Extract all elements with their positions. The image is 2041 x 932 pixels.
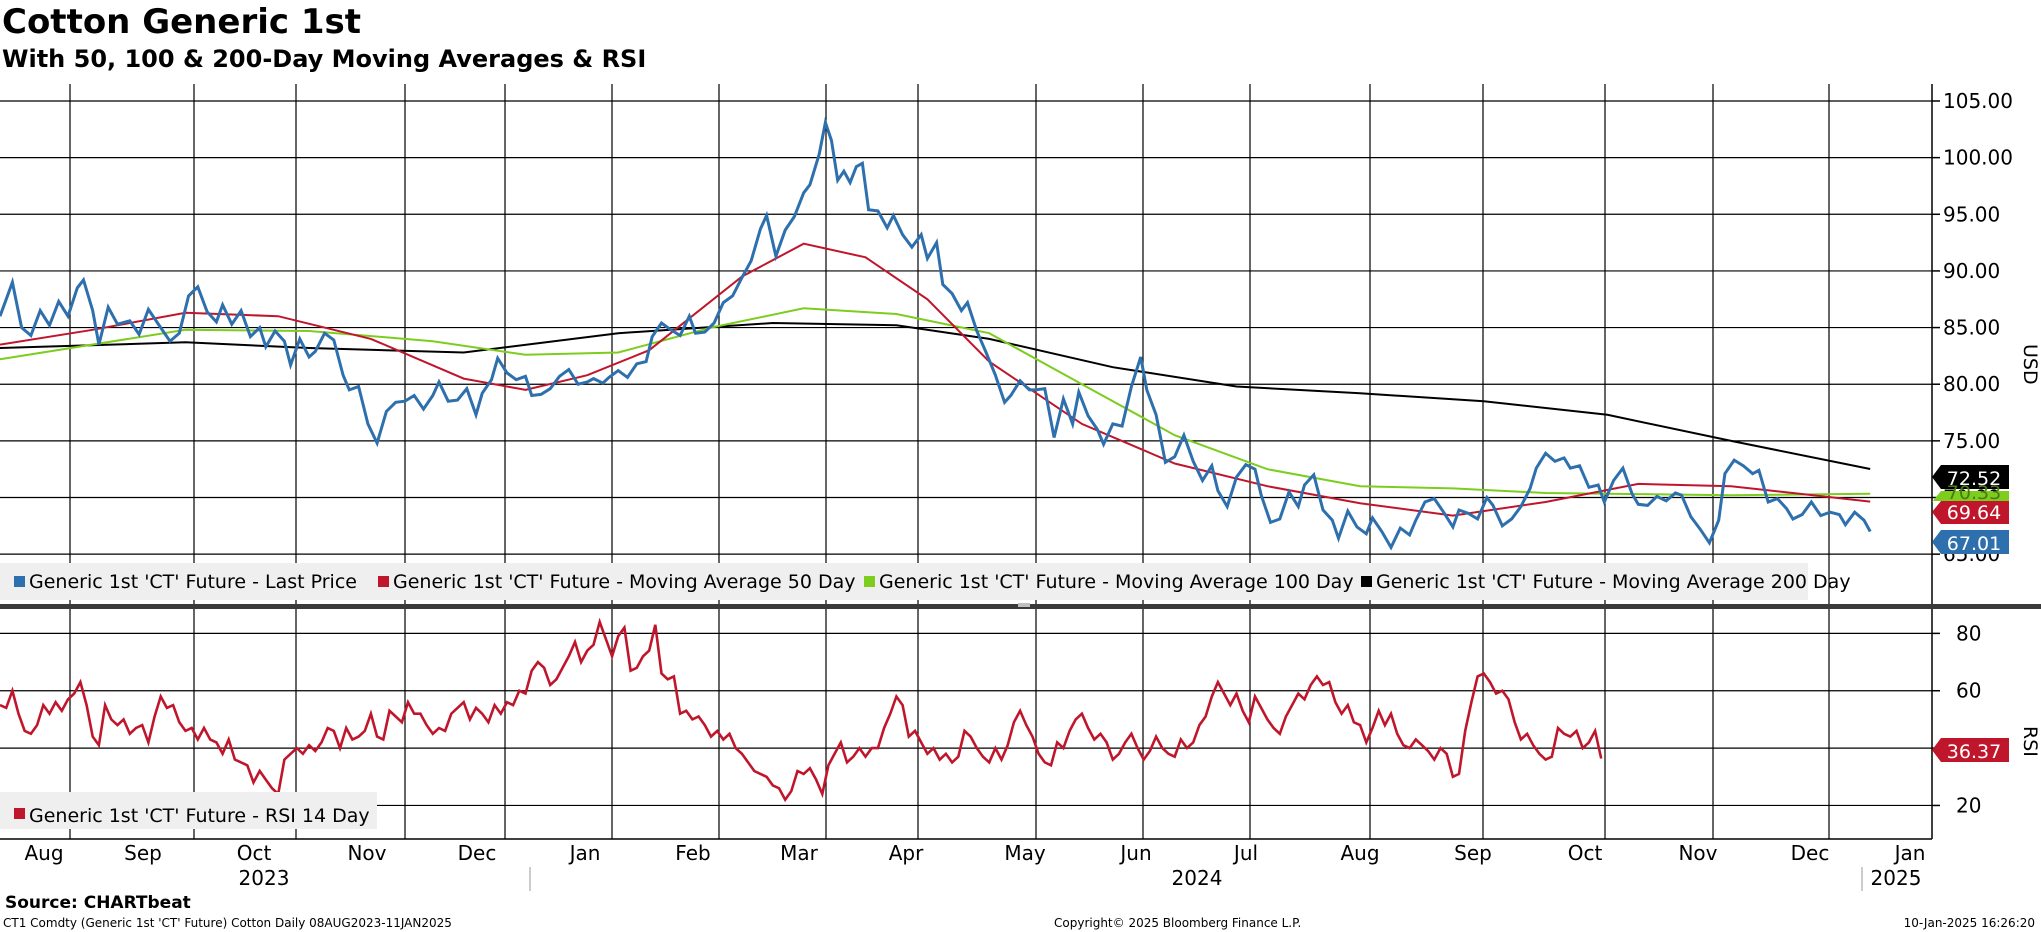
timestamp: 10-Jan-2025 16:26:20 [1903, 916, 2035, 930]
last-price-value-text: 67.01 [1947, 533, 2001, 555]
price-tick-label-5: 80.00 [1943, 372, 2000, 396]
price-tick-label-1: 100.00 [1943, 146, 2013, 170]
price-legend-box [0, 563, 1808, 600]
x-month-label-3: Nov [347, 841, 386, 865]
x-month-label-16: Dec [1791, 841, 1830, 865]
x-month-label-8: Apr [889, 841, 924, 865]
price-tick-label-0: 105.00 [1943, 89, 2013, 113]
x-month-label-1: Sep [124, 841, 162, 865]
x-month-label-0: Aug [24, 841, 63, 865]
legend-item-rsi[interactable]: Generic 1st 'CT' Future - RSI 14 Day [14, 805, 370, 827]
legend-swatch-ma50 [378, 576, 389, 587]
x-year-label-1: 2024 [1172, 866, 1223, 890]
legend-item-ma50[interactable]: Generic 1st 'CT' Future - Moving Average… [378, 571, 855, 593]
x-month-label-11: Jul [1232, 841, 1258, 865]
legend-label-last-price: Generic 1st 'CT' Future - Last Price [29, 571, 357, 593]
legend-swatch-ma200 [1361, 576, 1372, 587]
rsi-legend-box [0, 792, 377, 829]
chart-subtitle: With 50, 100 & 200-Day Moving Averages &… [2, 45, 647, 73]
ma200-value-tag: 72.52 [1932, 465, 2009, 490]
x-month-label-10: Jun [1118, 841, 1151, 865]
rsi-line [0, 617, 1603, 803]
x-axis-labels: Aug Sep Oct Nov Dec Jan Feb Mar Apr May Jun Jul Aug S… [24, 841, 1925, 891]
price-tick-label-6: 75.00 [1943, 429, 2000, 453]
x-month-label-4: Dec [458, 841, 497, 865]
rsi-y-ticks: 80604020 [1932, 621, 1981, 817]
rsi-tick-label-1: 60 [1956, 679, 1981, 703]
legend-item-ma100[interactable]: Generic 1st 'CT' Future - Moving Average… [864, 571, 1354, 593]
ticker-line: CT1 Comdty (Generic 1st 'CT' Future) Cot… [3, 916, 452, 930]
ma100-value-tag: 70.33 [1932, 482, 2009, 504]
legend-item-last-price[interactable]: Generic 1st 'CT' Future - Last Price [14, 571, 357, 593]
source-note: Source: CHARTbeat [5, 893, 191, 913]
ma200-value-text: 72.52 [1947, 468, 2001, 490]
legend-label-ma50: Generic 1st 'CT' Future - Moving Average… [393, 571, 855, 593]
last-price-line [0, 116, 1872, 551]
legend-label-ma200: Generic 1st 'CT' Future - Moving Average… [1376, 571, 1851, 593]
x-month-label-6: Feb [675, 841, 710, 865]
rsi-value-tag: 36.37 [1932, 738, 2009, 763]
rsi-panel-series [0, 617, 1603, 803]
last-price-value-tag: 67.01 [1932, 530, 2009, 555]
price-y-ticks: 105.00 100.00 95.00 90.00 85.00 80.00 75.00 70.… [1932, 89, 2013, 566]
ma50-value-text: 69.64 [1947, 502, 2001, 524]
x-year-label-0: 2023 [239, 866, 290, 890]
ma50-value-tag: 69.64 [1932, 501, 2009, 524]
rsi-value-text: 36.37 [1947, 741, 2001, 763]
x-month-label-13: Sep [1454, 841, 1492, 865]
legend-item-ma200[interactable]: Generic 1st 'CT' Future - Moving Average… [1361, 571, 1851, 593]
price-tick-label-4: 85.00 [1943, 316, 2000, 340]
x-month-label-17: Jan [1893, 841, 1926, 865]
price-y-axis-label: USD [2019, 344, 2041, 385]
price-tick-label-3: 90.00 [1943, 259, 2000, 283]
ma100-line [0, 307, 1871, 497]
rsi-tick-label-0: 80 [1956, 621, 1981, 645]
x-month-label-15: Nov [1678, 841, 1717, 865]
chart-title: Cotton Generic 1st [2, 2, 362, 42]
x-month-label-9: May [1004, 841, 1046, 865]
legend-swatch-ma100 [864, 576, 875, 587]
x-month-label-5: Jan [568, 841, 601, 865]
legend-swatch-last-price [14, 576, 25, 587]
x-year-label-2: 2025 [1871, 866, 1922, 890]
x-month-label-14: Oct [1568, 841, 1603, 865]
rsi-tick-label-3: 20 [1956, 793, 1981, 817]
price-tick-label-2: 95.00 [1943, 202, 2000, 226]
legend-label-rsi: Generic 1st 'CT' Future - RSI 14 Day [29, 805, 370, 827]
legend-swatch-rsi [14, 808, 25, 819]
price-panel-series [0, 116, 1872, 551]
legend-label-ma100: Generic 1st 'CT' Future - Moving Average… [879, 571, 1354, 593]
x-month-label-7: Mar [780, 841, 819, 865]
price-panel-grid [0, 84, 1932, 604]
x-month-label-12: Aug [1340, 841, 1379, 865]
x-month-label-2: Oct [237, 841, 272, 865]
rsi-y-axis-label: RSI [2019, 726, 2041, 757]
copyright: Copyright© 2025 Bloomberg Finance L.P. [1054, 916, 1302, 930]
panel-resize-handle[interactable] [1018, 603, 1030, 607]
ma50-line [0, 242, 1871, 517]
ma200-line [0, 321, 1871, 470]
ma100-value-text: 70.33 [1947, 482, 2001, 504]
